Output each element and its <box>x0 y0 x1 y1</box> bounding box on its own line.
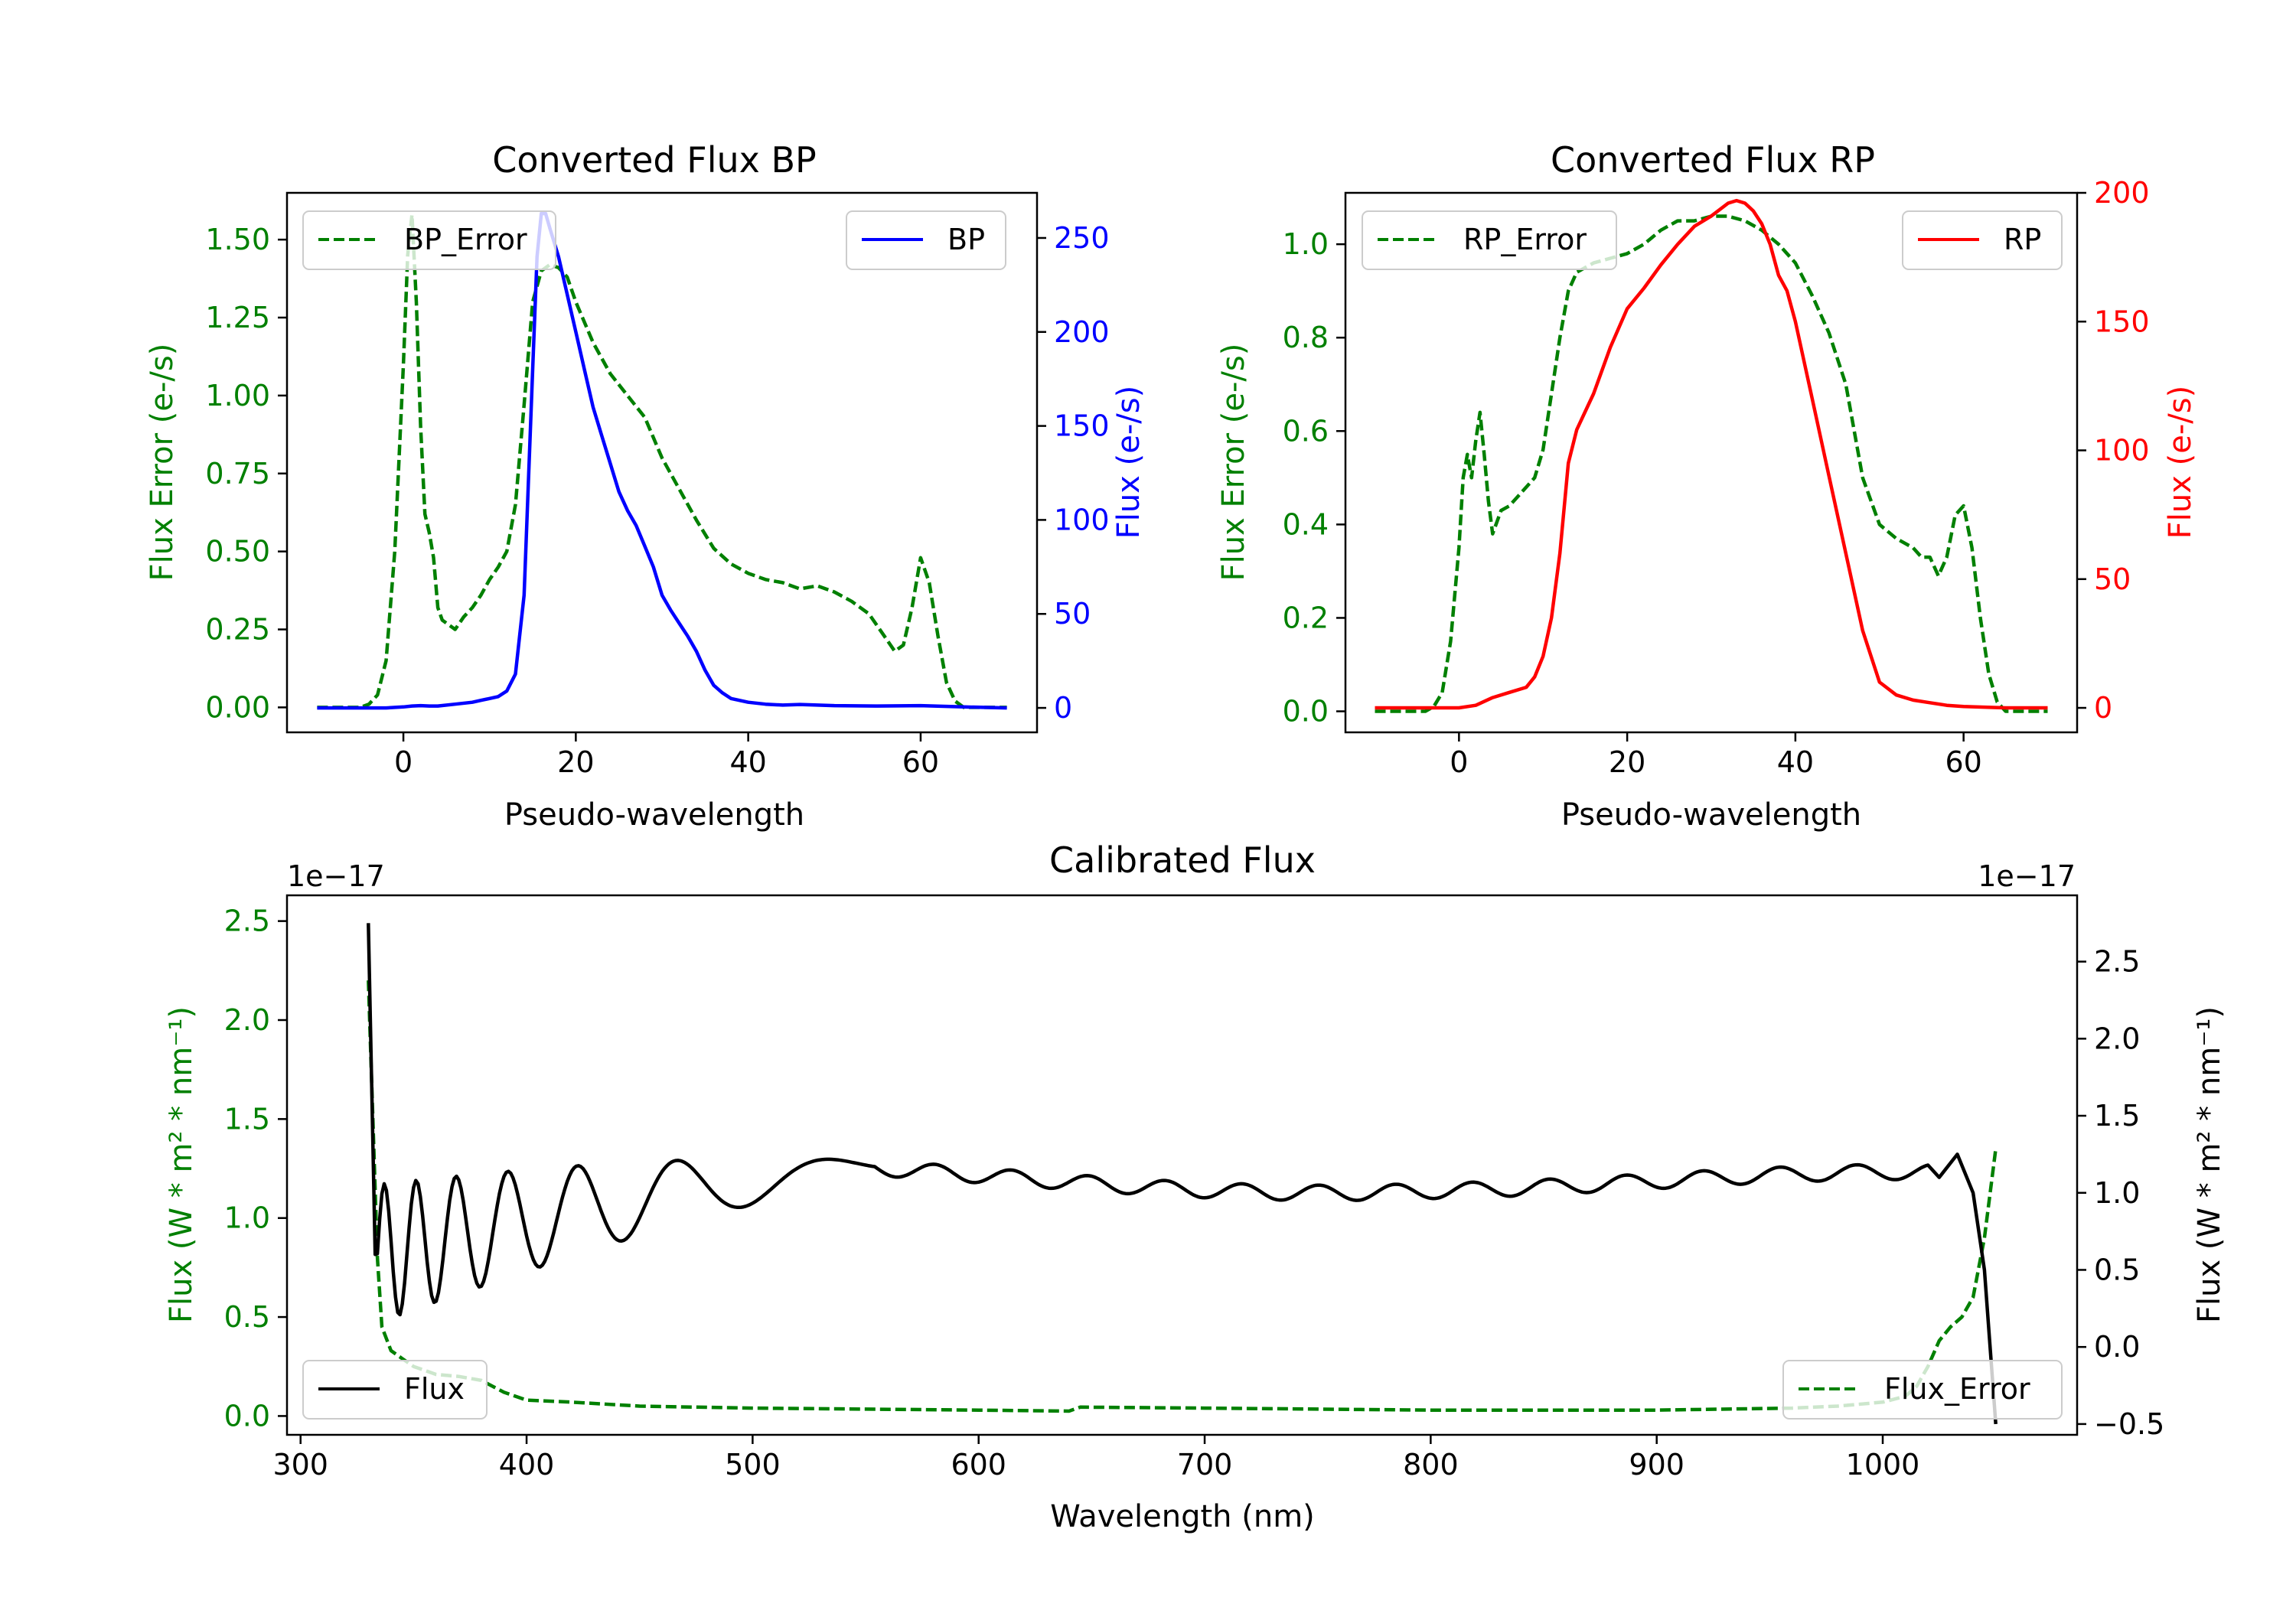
calibrated-ytick-right-label: 1.5 <box>2094 1099 2140 1133</box>
bp-series-bp <box>317 211 1007 710</box>
rp-ytick-left-label: 0.4 <box>1283 507 1329 541</box>
rp-series-rp <box>1375 198 2048 710</box>
rp-plot-area <box>1375 198 2048 713</box>
bp-ytick-left-label: 1.25 <box>205 301 270 334</box>
calibrated-ytick-left-label: 1.0 <box>224 1201 270 1235</box>
rp-ytick-left-label: 0.2 <box>1283 601 1329 634</box>
calibrated-ytick-right-label: 0.5 <box>2094 1253 2140 1286</box>
rp-xtick-label: 0 <box>1450 745 1468 779</box>
calibrated-ytick-right-label: −0.5 <box>2094 1407 2164 1441</box>
rp-ytick-right-label: 100 <box>2094 434 2150 468</box>
rp-ylabel-left: Flux Error (e-/s) <box>1216 344 1251 582</box>
calibrated-ytick-right-label: 1.0 <box>2094 1176 2140 1210</box>
calibrated-ytick-left-label: 2.0 <box>224 1003 270 1037</box>
bp-xtick-label: 40 <box>729 745 766 779</box>
calibrated-ytick-right-label: 2.5 <box>2094 945 2140 979</box>
rp-ytick-right-label: 50 <box>2094 562 2131 596</box>
rp-ytick-right-label: 150 <box>2094 305 2150 338</box>
rp-ytick-right-label: 200 <box>2094 176 2150 210</box>
bp-series-bp-error <box>317 213 1007 709</box>
rp-ylabel-right: Flux (e-/s) <box>2163 386 2198 539</box>
rp-frame <box>1344 191 2079 734</box>
calibrated-xtick-label: 1000 <box>1846 1448 1920 1482</box>
calibrated-legend-flux: Flux <box>302 1360 488 1420</box>
bp-legend-error-label: BP_Error <box>404 223 527 256</box>
calibrated-ylabel-right: Flux (W * m² * nm⁻¹) <box>2192 1006 2227 1323</box>
bp-ticks: 0 20 40 60 0.00 0.25 0.50 0.75 1.00 1.25 1.50 0 50 10… <box>205 221 1109 779</box>
bp-ytick-left-label: 0.50 <box>205 535 270 569</box>
bp-ytick-left-label: 1.00 <box>205 379 270 412</box>
calibrated-xtick-label: 300 <box>272 1448 328 1482</box>
bp-ylabel-right: Flux (e-/s) <box>1111 386 1146 539</box>
rp-xtick-label: 60 <box>1945 745 1981 779</box>
bp-ytick-left-label: 0.75 <box>205 457 270 491</box>
bp-ytick-right-label: 200 <box>1054 315 1110 349</box>
bp-ytick-right-label: 50 <box>1054 597 1091 631</box>
calibrated-xtick-label: 600 <box>951 1448 1006 1482</box>
calibrated-ytick-left-label: 0.0 <box>224 1399 270 1433</box>
calibrated-ytick-left-label: 0.5 <box>224 1300 270 1334</box>
calibrated-legend-error-label: Flux_Error <box>1884 1372 2030 1406</box>
calibrated-legend-error: Flux_Error <box>1782 1360 2063 1420</box>
rp-legend-flux-label: RP <box>2004 223 2041 256</box>
calibrated-ticks: 300 400 500 600 700 800 900 1000 0.0 0.5 1.0 1.5 2.0… <box>224 905 2165 1482</box>
bp-frame <box>285 191 1039 734</box>
bp-xtick-label: 0 <box>394 745 413 779</box>
bp-ytick-right-label: 150 <box>1054 409 1110 443</box>
bp-ytick-right-label: 100 <box>1054 503 1110 536</box>
bp-legend-flux-label: BP <box>947 223 985 256</box>
rp-xtick-label: 40 <box>1777 745 1814 779</box>
rp-ytick-left-label: 0.8 <box>1283 321 1329 354</box>
bp-ytick-left-label: 1.50 <box>205 223 270 256</box>
calibrated-ytick-left-label: 1.5 <box>224 1102 270 1136</box>
calibrated-xtick-label: 900 <box>1629 1448 1684 1482</box>
calibrated-xtick-label: 800 <box>1403 1448 1459 1482</box>
bp-legend-flux: BP <box>846 210 1006 270</box>
calibrated-series-flux <box>367 923 1998 1425</box>
calibrated-xtick-label: 700 <box>1177 1448 1233 1482</box>
bp-xtick-label: 20 <box>557 745 594 779</box>
calibrated-title: Calibrated Flux <box>1049 839 1316 881</box>
calibrated-offset-left: 1e−17 <box>287 859 385 893</box>
calibrated-xlabel: Wavelength (nm) <box>1050 1499 1315 1534</box>
rp-ytick-left-label: 0.0 <box>1283 695 1329 729</box>
rp-ticks: 0 20 40 60 0.0 0.2 0.4 0.6 0.8 1.0 0 50 100 150 200 <box>1283 176 2150 779</box>
calibrated-offset-right: 1e−17 <box>1978 859 2076 893</box>
bp-legend-error: BP_Error <box>302 210 556 270</box>
rp-legend-error-label: RP_Error <box>1463 223 1587 256</box>
bp-ytick-left-label: 0.25 <box>205 613 270 647</box>
calibrated-ylabel-left: Flux (W * m² * nm⁻¹) <box>164 1006 199 1323</box>
rp-legend-flux: RP <box>1902 210 2063 270</box>
calibrated-legend-flux-label: Flux <box>404 1372 465 1406</box>
calibrated-ytick-left-label: 2.5 <box>224 905 270 938</box>
rp-ytick-left-label: 0.6 <box>1283 414 1329 448</box>
calibrated-frame <box>285 894 2079 1436</box>
rp-panel: Converted Flux RP 0 20 40 60 0.0 0.2 0.4 0.6 0.8… <box>1216 139 2198 833</box>
bp-ytick-right-label: 250 <box>1054 221 1110 255</box>
rp-xlabel: Pseudo-wavelength <box>1561 797 1861 833</box>
bp-xlabel: Pseudo-wavelength <box>504 797 804 833</box>
calibrated-ytick-right-label: 0.0 <box>2094 1330 2140 1364</box>
calibrated-xtick-label: 400 <box>499 1448 555 1482</box>
bp-xtick-label: 60 <box>902 745 939 779</box>
rp-title: Converted Flux RP <box>1551 139 1875 181</box>
bp-ytick-left-label: 0.00 <box>205 690 270 724</box>
rp-ytick-left-label: 1.0 <box>1283 227 1329 261</box>
rp-ytick-right-label: 0 <box>2094 691 2112 725</box>
bp-ylabel-left: Flux Error (e-/s) <box>145 344 180 582</box>
bp-panel: Converted Flux BP 0 20 40 60 0.00 0.25 0.50 0.7… <box>145 139 1146 833</box>
calibrated-xtick-label: 500 <box>725 1448 781 1482</box>
rp-legend-error: RP_Error <box>1362 210 1617 270</box>
bp-plot-area <box>317 211 1007 710</box>
bp-title: Converted Flux BP <box>492 139 817 181</box>
calibrated-ytick-right-label: 2.0 <box>2094 1022 2140 1055</box>
calibrated-panel: Calibrated Flux 1e−17 1e−17 300 400 500 600… <box>164 839 2227 1534</box>
rp-xtick-label: 20 <box>1609 745 1645 779</box>
bp-ytick-right-label: 0 <box>1054 691 1072 725</box>
rp-series-rp-error <box>1375 214 2048 713</box>
